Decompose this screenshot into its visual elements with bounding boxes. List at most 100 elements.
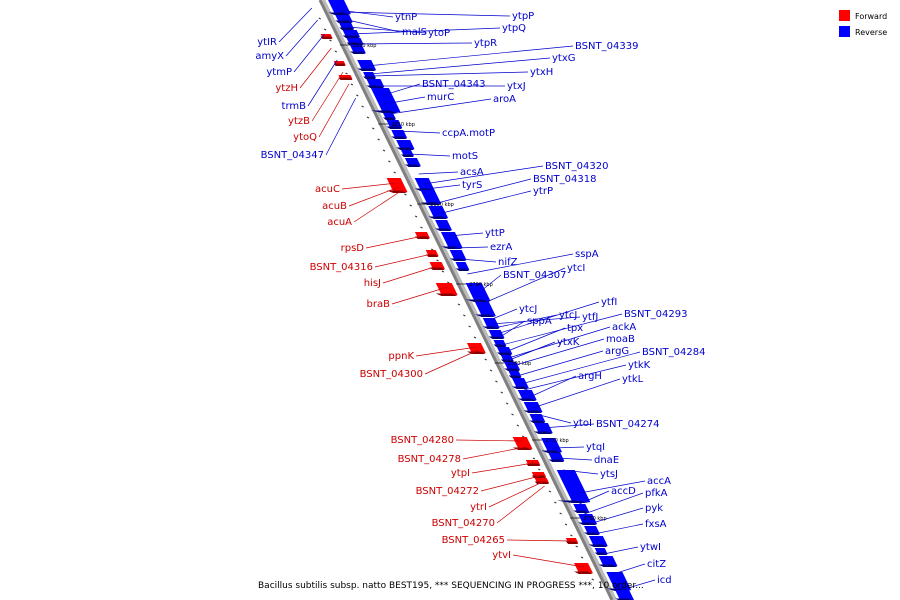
gene-label: motS bbox=[452, 151, 478, 162]
gene-label: ytrP bbox=[533, 186, 553, 197]
reverse-gene-block-edge bbox=[428, 216, 449, 219]
reverse-gene-block-edge bbox=[511, 386, 529, 389]
scale-tick-label: 2810 kbp bbox=[391, 122, 415, 128]
reverse-gene-block bbox=[449, 250, 467, 260]
leader-line bbox=[467, 253, 574, 275]
forward-gene-block bbox=[466, 343, 486, 353]
scale-tick-label: 2760 kbp bbox=[583, 516, 607, 522]
leader-line bbox=[455, 439, 523, 442]
gene-label: braB bbox=[367, 299, 391, 310]
gene-label: ytfI bbox=[601, 297, 617, 308]
leader-line bbox=[299, 47, 332, 89]
leader-line bbox=[593, 523, 644, 535]
gene-label: dnaE bbox=[594, 455, 619, 466]
gene-label: ytzB bbox=[288, 116, 310, 127]
leader-line bbox=[311, 71, 344, 122]
leader-line bbox=[509, 341, 556, 361]
axis-dash bbox=[329, 39, 332, 42]
gene-label: ytxH bbox=[530, 67, 553, 78]
forward-gene-block-edge bbox=[534, 481, 550, 484]
leader-line bbox=[584, 492, 644, 515]
gene-label: BSNT_04320 bbox=[545, 161, 608, 172]
gene-label: accA bbox=[647, 476, 671, 487]
leader-line bbox=[496, 485, 545, 524]
reverse-gene-block-edge bbox=[523, 410, 543, 413]
reverse-gene-block-edge bbox=[455, 268, 470, 271]
leader-line bbox=[278, 7, 313, 43]
axis-dash bbox=[570, 534, 573, 537]
leader-line bbox=[489, 308, 518, 321]
reverse-gene-block bbox=[455, 262, 470, 270]
axis-dash bbox=[548, 490, 552, 493]
reverse-gene-block bbox=[511, 378, 529, 388]
leader-line bbox=[512, 338, 605, 367]
axis-dash bbox=[554, 501, 557, 504]
axis-dash bbox=[361, 105, 364, 108]
axis-dash bbox=[521, 435, 525, 438]
leader-line bbox=[516, 350, 604, 377]
forward-gene-block-edge bbox=[435, 293, 458, 296]
leader-line bbox=[355, 42, 473, 45]
gene-label: BSNT_04278 bbox=[398, 454, 461, 465]
leader-line bbox=[508, 326, 611, 359]
axis-dash bbox=[495, 380, 498, 383]
axis-dash bbox=[500, 391, 503, 394]
axis-dash bbox=[505, 402, 509, 405]
leader-line bbox=[621, 579, 656, 591]
reverse-gene-block-edge bbox=[482, 326, 500, 329]
legend-reverse-label: Reverse bbox=[855, 28, 887, 37]
gene-label: citZ bbox=[647, 559, 666, 570]
forward-gene-block bbox=[512, 437, 533, 449]
reverse-gene-block-edge bbox=[588, 544, 608, 547]
gene-label: acuA bbox=[327, 217, 352, 228]
gene-label: tyrS bbox=[462, 180, 482, 191]
leader-line bbox=[462, 446, 526, 460]
forward-gene-block-edge bbox=[338, 77, 353, 80]
axis-dash bbox=[532, 457, 536, 460]
forward-gene-block-edge bbox=[525, 463, 541, 466]
axis-dash bbox=[473, 336, 477, 339]
gene-label: icd bbox=[657, 575, 672, 586]
reverse-gene-block bbox=[420, 190, 442, 204]
reverse-gene-block-edge bbox=[598, 564, 618, 567]
reverse-gene-block bbox=[556, 470, 591, 502]
gene-label: hisJ bbox=[364, 278, 381, 289]
scale-tick-label: 2800 kbp bbox=[430, 202, 454, 208]
gene-label: pyk bbox=[645, 503, 663, 514]
axis-dash bbox=[559, 512, 562, 515]
reverse-gene-block-edge bbox=[508, 375, 522, 378]
gene-label: ytIR bbox=[257, 37, 277, 48]
gene-label: nifZ bbox=[498, 257, 518, 268]
axis-dash bbox=[372, 127, 375, 130]
leader-line bbox=[285, 19, 318, 57]
axis-dash bbox=[489, 369, 493, 372]
reverse-gene-block bbox=[517, 390, 537, 400]
leader-line bbox=[562, 469, 599, 475]
scale-tick-label: 2820 kbp bbox=[353, 43, 377, 49]
gene-label: amyX bbox=[255, 51, 284, 62]
axis-dash bbox=[447, 281, 450, 284]
forward-gene-block bbox=[573, 563, 593, 573]
reverse-gene-block-edge bbox=[465, 299, 491, 302]
leader-line bbox=[613, 563, 646, 575]
leader-line bbox=[476, 274, 502, 295]
gene-label: fxsA bbox=[645, 519, 667, 530]
reverse-gene-block-edge bbox=[533, 431, 553, 434]
leader-line bbox=[556, 457, 593, 461]
leader-line bbox=[382, 265, 438, 284]
axis-dash bbox=[420, 226, 423, 229]
axis-dash bbox=[484, 358, 487, 361]
legend-reverse-swatch bbox=[839, 26, 850, 37]
leader-line bbox=[574, 480, 646, 495]
reverse-gene-block-edge bbox=[370, 110, 401, 113]
leader-line bbox=[588, 507, 644, 525]
axis-dash bbox=[468, 325, 471, 328]
axis-dash bbox=[377, 138, 380, 141]
reverse-gene-block-edge bbox=[594, 552, 608, 555]
gene-label: pfkA bbox=[645, 488, 668, 499]
axis-dash bbox=[516, 424, 520, 427]
reverse-gene-block bbox=[465, 283, 491, 301]
axis-dash bbox=[366, 116, 370, 119]
